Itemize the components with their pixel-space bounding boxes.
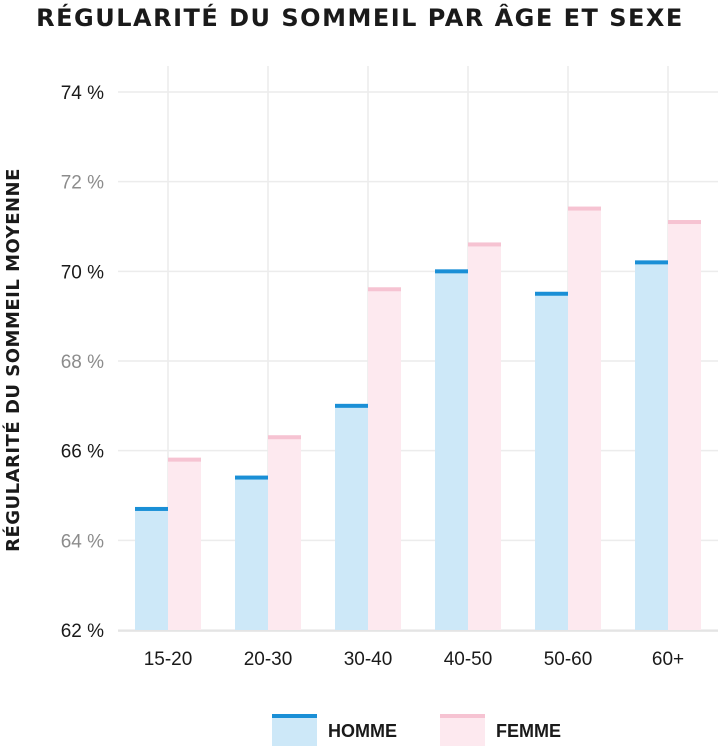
bar-cap-homme-40-50 — [435, 269, 468, 274]
y-tick-label: 68 % — [61, 352, 104, 373]
bar-cap-homme-50-60 — [535, 291, 568, 296]
y-tick-label: 62 % — [61, 621, 104, 642]
gridlines — [118, 66, 718, 631]
y-tick-label: 64 % — [61, 531, 104, 552]
legend-swatch-femme — [440, 716, 485, 746]
bar-cap-homme-30-40 — [335, 403, 368, 408]
bars — [135, 206, 701, 631]
bar-homme-40-50 — [435, 271, 468, 630]
y-tick-label: 72 % — [61, 173, 104, 194]
bar-cap-femme-30-40 — [368, 287, 401, 292]
y-tick-label: 70 % — [61, 262, 104, 283]
bar-homme-15-20 — [135, 508, 168, 630]
y-axis-label: RÉGULARITÉ DU SOMMEIL MOYENNE — [2, 168, 24, 552]
x-tick-label: 60+ — [652, 649, 684, 670]
bar-femme-60+ — [668, 222, 701, 630]
bar-cap-femme-20-30 — [268, 435, 301, 440]
legend-swatch-cap-femme — [440, 714, 485, 718]
x-tick-label: 40-50 — [444, 649, 493, 670]
legend: HOMME FEMME — [272, 714, 561, 746]
bar-femme-15-20 — [168, 459, 201, 630]
bar-cap-femme-60+ — [668, 220, 701, 225]
bar-cap-femme-15-20 — [168, 457, 201, 462]
bar-femme-30-40 — [368, 289, 401, 630]
bar-femme-20-30 — [268, 437, 301, 630]
bar-cap-homme-20-30 — [235, 475, 268, 480]
bar-homme-60+ — [635, 262, 668, 630]
bar-cap-femme-40-50 — [468, 242, 501, 247]
legend-swatch-cap-homme — [272, 714, 317, 718]
y-tick-label: 66 % — [61, 442, 104, 463]
bar-cap-homme-15-20 — [135, 506, 168, 511]
y-tick-label: 74 % — [61, 83, 104, 104]
bar-homme-30-40 — [335, 405, 368, 630]
legend-swatch-homme — [272, 716, 317, 746]
x-tick-label: 20-30 — [244, 649, 293, 670]
legend-label-femme: FEMME — [496, 721, 561, 741]
x-tick-label: 15-20 — [144, 649, 193, 670]
bar-cap-femme-50-60 — [568, 206, 601, 211]
bar-cap-homme-60+ — [635, 260, 668, 265]
bar-femme-40-50 — [468, 244, 501, 630]
bar-femme-50-60 — [568, 208, 601, 631]
x-tick-label: 50-60 — [544, 649, 593, 670]
chart-title: RÉGULARITÉ DU SOMMEIL PAR ÂGE ET SEXE — [36, 4, 684, 32]
legend-label-homme: HOMME — [328, 721, 397, 741]
x-tick-label: 30-40 — [344, 649, 393, 670]
bar-homme-50-60 — [535, 293, 568, 630]
axes: 74 % 72 % 70 % 68 % 66 % 64 % 62 % 15-20 20-30 30… — [61, 83, 718, 670]
bar-homme-20-30 — [235, 477, 268, 630]
